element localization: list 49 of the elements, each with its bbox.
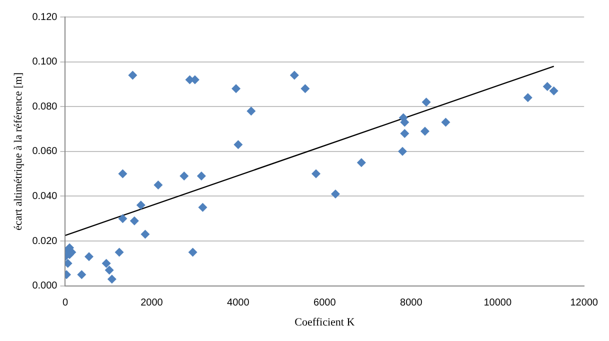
point bbox=[130, 216, 139, 226]
y-tick-label: 0.100 bbox=[32, 56, 58, 68]
point bbox=[290, 70, 299, 80]
point bbox=[154, 180, 163, 190]
point bbox=[114, 248, 124, 257]
x-axis-title: Coefficient K bbox=[294, 316, 355, 328]
point bbox=[107, 274, 116, 284]
y-tick-label: 0.120 bbox=[32, 12, 58, 23]
y-tick-label: 0.000 bbox=[32, 280, 58, 292]
point bbox=[300, 84, 310, 94]
point bbox=[196, 172, 206, 181]
point bbox=[523, 93, 532, 102]
y-axis-title: écart altimétrique à la référence [m] bbox=[12, 72, 24, 230]
x-tick-label: 2000 bbox=[140, 298, 164, 309]
x-tick-label: 12000 bbox=[570, 298, 598, 309]
point bbox=[356, 158, 366, 168]
point bbox=[441, 118, 450, 127]
point bbox=[246, 106, 256, 116]
point bbox=[312, 169, 321, 178]
x-tick-label: 8000 bbox=[400, 298, 423, 309]
point bbox=[232, 84, 241, 94]
point bbox=[422, 98, 431, 107]
y-tick-label: 0.080 bbox=[32, 101, 58, 112]
y-tick-label: 0.060 bbox=[32, 146, 58, 158]
point bbox=[140, 230, 150, 239]
point bbox=[77, 270, 86, 280]
point bbox=[118, 214, 128, 224]
x-tick-label: 6000 bbox=[314, 298, 336, 309]
point bbox=[104, 266, 114, 275]
point bbox=[128, 70, 138, 80]
point bbox=[136, 200, 146, 210]
point bbox=[398, 146, 407, 156]
y-tick-label: 0.040 bbox=[32, 190, 58, 202]
point bbox=[180, 172, 189, 181]
x-tick-label: 0 bbox=[62, 298, 68, 309]
point bbox=[234, 140, 243, 150]
point bbox=[188, 248, 198, 257]
point bbox=[330, 189, 340, 198]
point bbox=[420, 126, 430, 136]
point bbox=[549, 86, 558, 96]
point bbox=[102, 258, 111, 268]
point bbox=[198, 202, 208, 212]
x-tick-label: 4000 bbox=[227, 298, 250, 309]
x-tick-label: 10000 bbox=[484, 298, 512, 309]
point bbox=[542, 82, 552, 91]
point bbox=[400, 128, 410, 138]
point bbox=[118, 169, 128, 178]
point bbox=[84, 252, 94, 262]
y-tick-label: 0.020 bbox=[32, 236, 58, 247]
